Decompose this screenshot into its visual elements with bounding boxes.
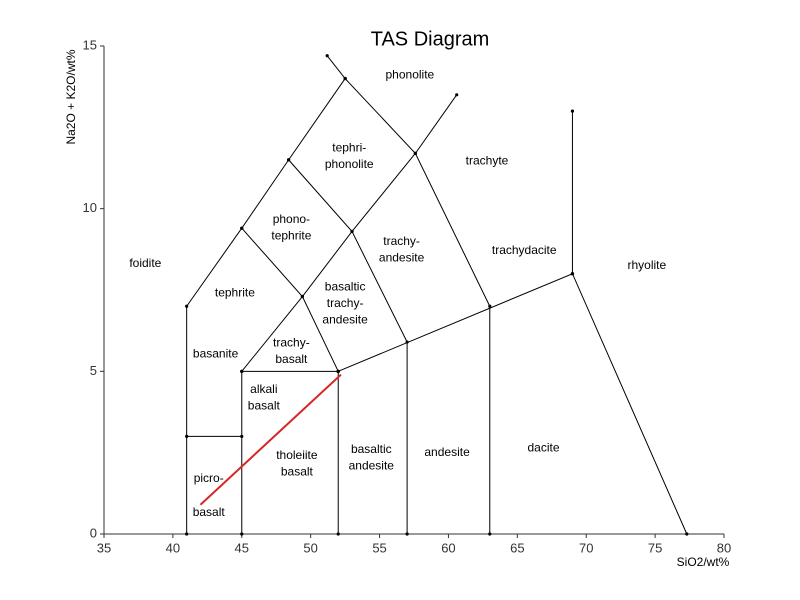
- vertex: [336, 532, 340, 536]
- vertex: [240, 369, 244, 373]
- vertex: [336, 369, 340, 373]
- field-label: trachyte: [466, 154, 509, 168]
- vertex: [185, 532, 189, 536]
- x-tick-label: 75: [648, 540, 662, 555]
- vertex: [350, 229, 354, 234]
- vertex: [488, 304, 492, 308]
- vertex: [570, 109, 575, 113]
- highlight-line: [199, 373, 342, 506]
- y-tick-label: 10: [83, 200, 97, 215]
- field-boundary: [241, 227, 339, 372]
- x-tick-label: 80: [717, 540, 731, 555]
- field-label: andesite: [349, 458, 395, 472]
- vertex: [455, 93, 459, 97]
- x-tick-label: 55: [372, 540, 386, 555]
- chart-title: TAS Diagram: [371, 28, 490, 50]
- field-label: andesite: [322, 313, 368, 327]
- x-tick-label: 65: [510, 540, 524, 555]
- vertex: [300, 294, 304, 299]
- field-label: phonolite: [386, 67, 435, 81]
- field-label: tephri-: [332, 141, 366, 155]
- vertex: [240, 434, 244, 438]
- field-label: basaltic: [351, 442, 392, 456]
- vertex: [405, 340, 409, 344]
- field-label: basanite: [193, 346, 239, 360]
- field-label: rhyolite: [628, 258, 667, 272]
- vertex: [413, 151, 417, 155]
- vertex: [570, 272, 575, 276]
- vertex: [343, 76, 347, 81]
- vertex: [325, 54, 329, 58]
- field-label: andesite: [379, 250, 425, 264]
- field-label: trachy-: [327, 296, 364, 310]
- field-boundary: [241, 94, 458, 534]
- x-axis-label: SiO2/wt%: [677, 555, 730, 569]
- field-label: basalt: [193, 505, 226, 519]
- field-label: tholeiite: [276, 448, 318, 462]
- field-label: foidite: [129, 256, 161, 270]
- field-label: trachydacite: [492, 243, 557, 257]
- field-label: phono-: [273, 212, 310, 226]
- vertex: [240, 532, 244, 536]
- vertex: [240, 226, 244, 230]
- field-label: andesite: [424, 445, 470, 459]
- field-label: basalt: [281, 464, 314, 478]
- vertex: [185, 304, 189, 308]
- field-boundary: [288, 159, 408, 534]
- field-boundary: [337, 273, 688, 535]
- vertex: [488, 532, 492, 536]
- x-tick-label: 60: [441, 540, 455, 555]
- y-tick-label: 15: [83, 37, 97, 52]
- field-label: phonolite: [325, 157, 374, 171]
- vertex: [685, 532, 689, 536]
- y-tick-label: 5: [90, 363, 97, 378]
- field-boundary: [186, 78, 346, 534]
- field-label: tephrite: [215, 285, 255, 299]
- x-tick-label: 50: [303, 540, 317, 555]
- x-tick-label: 45: [235, 540, 249, 555]
- field-label: trachy-: [383, 234, 420, 248]
- x-tick-label: 70: [579, 540, 593, 555]
- field-label: basaltic: [325, 280, 366, 294]
- vertex: [185, 434, 189, 438]
- field-label: picro-: [194, 471, 224, 485]
- field-label: trachy-: [273, 336, 310, 350]
- y-axis-label: Na2O + K2O/wt%: [64, 49, 78, 144]
- field-label: basalt: [248, 398, 281, 412]
- field-label: basalt: [275, 352, 308, 366]
- field-label: dacite: [527, 440, 559, 454]
- x-tick-label: 40: [166, 540, 180, 555]
- field-label: tephrite: [271, 229, 311, 243]
- vertex: [405, 532, 409, 536]
- field-label: alkali: [250, 382, 277, 396]
- y-tick-label: 0: [90, 525, 97, 540]
- vertex: [287, 158, 291, 162]
- x-tick-label: 35: [97, 540, 111, 555]
